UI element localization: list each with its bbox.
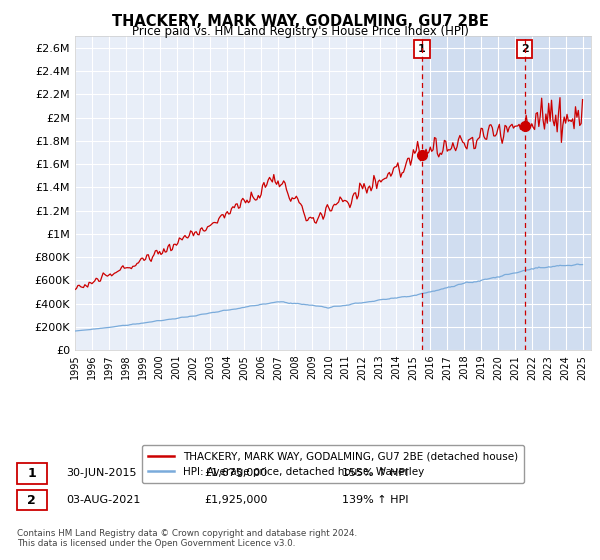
Text: 139% ↑ HPI: 139% ↑ HPI: [342, 495, 409, 505]
Text: 03-AUG-2021: 03-AUG-2021: [66, 495, 140, 505]
Text: Price paid vs. HM Land Registry's House Price Index (HPI): Price paid vs. HM Land Registry's House …: [131, 25, 469, 38]
Text: 1: 1: [28, 466, 36, 480]
Bar: [422, 36, 591, 350]
Text: 30-JUN-2015: 30-JUN-2015: [66, 468, 137, 478]
Text: 2: 2: [28, 493, 36, 507]
Text: 155% ↑ HPI: 155% ↑ HPI: [342, 468, 409, 478]
Text: £1,925,000: £1,925,000: [204, 495, 268, 505]
Text: £1,675,000: £1,675,000: [204, 468, 267, 478]
Text: Contains HM Land Registry data © Crown copyright and database right 2024.
This d: Contains HM Land Registry data © Crown c…: [17, 529, 357, 548]
Text: THACKERY, MARK WAY, GODALMING, GU7 2BE: THACKERY, MARK WAY, GODALMING, GU7 2BE: [112, 14, 488, 29]
Text: 1: 1: [418, 44, 425, 54]
Text: 2: 2: [521, 44, 529, 54]
Legend: THACKERY, MARK WAY, GODALMING, GU7 2BE (detached house), HPI: Average price, det: THACKERY, MARK WAY, GODALMING, GU7 2BE (…: [142, 445, 524, 483]
